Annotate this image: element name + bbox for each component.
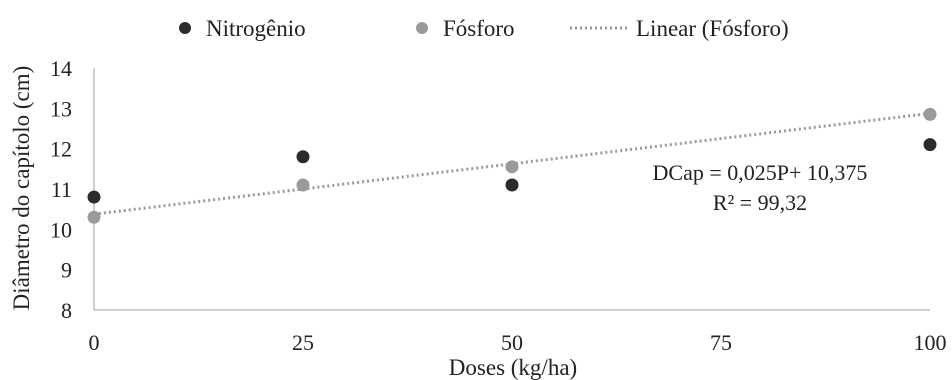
nitrogenio-point [296, 150, 310, 164]
y-tick-label: 9 [61, 258, 72, 283]
x-tick-label: 0 [89, 330, 100, 355]
x-axis-title: Doses (kg/ha) [449, 355, 577, 380]
y-tick-label: 12 [50, 137, 72, 162]
x-tick-label: 100 [914, 330, 947, 355]
x-tick-label: 75 [710, 330, 732, 355]
y-tick-label: 10 [50, 217, 72, 242]
legend-marker-nitrogenio [179, 22, 191, 34]
x-tick-label: 50 [501, 330, 523, 355]
y-tick-label: 14 [50, 56, 72, 81]
fosforo-point [87, 210, 101, 224]
x-tick-label: 25 [292, 330, 314, 355]
x-tick-labels: 0 25 50 75 100 [89, 330, 947, 355]
data-points [87, 107, 937, 224]
legend: Nitrogênio Fósforo Linear (Fósforo) [179, 16, 789, 41]
fosforo-point [923, 107, 937, 121]
y-tick-label: 13 [50, 96, 72, 121]
y-tick-label: 11 [51, 177, 72, 202]
y-tick-labels: 8 9 10 11 12 13 14 [50, 56, 72, 323]
r-squared-annotation: R² = 99,32 [713, 190, 807, 215]
fosforo-point [296, 178, 310, 192]
y-axis-title: Diâmetro do capítolo (cm) [9, 66, 34, 311]
legend-marker-fosforo [416, 22, 428, 34]
nitrogenio-point [923, 138, 937, 152]
fosforo-point [505, 160, 519, 174]
y-tick-label: 8 [61, 298, 72, 323]
nitrogenio-point [87, 190, 101, 204]
equation-annotation: DCap = 0,025P+ 10,375 [653, 160, 868, 185]
legend-label-trendline: Linear (Fósforo) [636, 16, 789, 41]
nitrogenio-point [505, 178, 519, 192]
legend-label-nitrogenio: Nitrogênio [206, 16, 306, 41]
legend-label-fosforo: Fósforo [443, 16, 515, 41]
